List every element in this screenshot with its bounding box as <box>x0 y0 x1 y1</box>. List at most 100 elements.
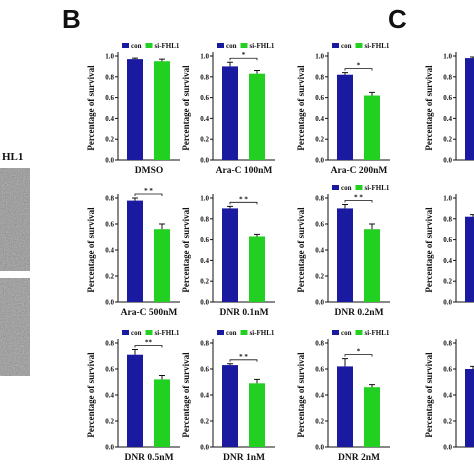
chart: 0.0 0.2 0.4 0.6 0.8 1.0 Percentage of survival… <box>181 42 275 176</box>
y-axis-label: Percentage of survival <box>86 65 96 151</box>
legend-swatch <box>355 185 363 190</box>
error-bar <box>369 91 375 96</box>
error-bar <box>159 223 165 230</box>
legend-label: si-FHL1 <box>155 329 180 337</box>
chart: 0.0 0.2 0.4 0.6 0.8 1.0 Percentage of survival… <box>424 52 474 165</box>
error-bar <box>132 349 138 355</box>
y-tick-label: 0.2 <box>315 273 324 281</box>
bar <box>337 366 353 447</box>
bar <box>222 365 238 447</box>
y-tick-label: 0.8 <box>105 195 114 203</box>
y-tick-label: 0.0 <box>105 299 114 307</box>
legend-label: si-FHL1 <box>250 329 275 337</box>
error-bar <box>342 358 348 367</box>
legend-label: con <box>341 329 352 337</box>
y-axis-label: Percentage of survival <box>181 352 191 438</box>
y-tick-label: 0.6 <box>200 366 209 374</box>
y-axis-label: Percentage of survival <box>296 352 306 438</box>
error-bar <box>132 197 138 201</box>
y-tick-label: 0.6 <box>200 94 209 102</box>
y-axis-label: Percentage of survival <box>296 207 306 293</box>
y-tick-label: 0.8 <box>315 73 324 81</box>
legend-swatch <box>355 43 363 48</box>
legend-label: si-FHL1 <box>155 42 180 50</box>
chart-title: DNR 0.5nM <box>124 453 173 463</box>
y-tick-label: 0.8 <box>315 340 324 348</box>
legend-swatch <box>217 330 224 335</box>
chart-title: Ara-C 100nM <box>216 166 273 176</box>
legend-swatch <box>122 43 129 48</box>
y-tick-label: 0.0 <box>443 444 452 452</box>
chart-title: DNR 0.1nM <box>219 308 268 318</box>
bar <box>127 354 143 447</box>
y-tick-label: 0.6 <box>315 94 324 102</box>
significance-bracket <box>229 57 258 61</box>
chart: 0.0 0.2 0.4 0.6 0.8 1.0 Percentage of survival… <box>424 194 474 307</box>
y-tick-label: 0.4 <box>105 115 114 123</box>
bar <box>364 229 380 302</box>
chart: 0.0 0.2 0.4 0.6 0.8 Percentage of survival DNR… <box>296 184 390 318</box>
y-tick-label: 0.0 <box>315 157 324 165</box>
y-tick-label: 0.4 <box>315 115 324 123</box>
y-tick-label: 0.6 <box>200 236 209 244</box>
y-tick-label: 1.0 <box>315 53 324 61</box>
chart-title: DNR 0.2nM <box>334 308 383 318</box>
bar <box>249 236 265 302</box>
bar <box>127 200 143 302</box>
legend-label: con <box>131 329 142 337</box>
chart: 0.0 0.2 0.4 0.6 0.8 1.0 Percentage of survival… <box>86 42 180 176</box>
y-tick-label: 0.6 <box>315 366 324 374</box>
significance-label: * <box>357 62 361 70</box>
y-tick-label: 0.6 <box>105 94 114 102</box>
bar <box>465 369 474 447</box>
error-bar <box>470 56 474 59</box>
y-tick-label: 0.4 <box>443 257 452 265</box>
y-tick-label: 0.6 <box>443 236 452 244</box>
significance-bracket <box>229 359 258 362</box>
y-tick-label: 0.0 <box>200 299 209 307</box>
y-tick-label: 0.8 <box>443 215 452 223</box>
y-tick-label: 0.2 <box>105 136 114 144</box>
error-bar <box>227 205 233 209</box>
legend-label: si-FHL1 <box>365 329 390 337</box>
y-tick-label: 0.0 <box>200 444 209 452</box>
significance-bracket <box>134 345 163 348</box>
chart: 0.0 0.2 0.4 0.6 0.8 Percentage of survival Ara… <box>86 187 180 318</box>
y-tick-label: 0.2 <box>200 136 209 144</box>
y-tick-label: 0.4 <box>105 392 114 400</box>
significance-label: * <box>242 51 246 59</box>
error-bar <box>369 384 375 388</box>
y-tick-label: 0.0 <box>105 444 114 452</box>
legend-label: con <box>131 42 142 50</box>
chart-title: DNR 2nM <box>338 453 380 463</box>
y-tick-label: 0.0 <box>443 157 452 165</box>
legend-label: si-FHL1 <box>365 184 390 192</box>
y-axis-label: Percentage of survival <box>181 207 191 293</box>
y-axis-label: Percentage of survival <box>86 352 96 438</box>
legend-label: si-FHL1 <box>365 42 390 50</box>
y-tick-label: 0.8 <box>200 215 209 223</box>
significance-label: * * <box>239 195 248 203</box>
y-tick-label: 0.4 <box>200 392 209 400</box>
chart-title: Ara-C 500nM <box>121 308 178 318</box>
y-tick-label: 0.6 <box>443 366 452 374</box>
error-bar <box>227 363 233 366</box>
y-tick-label: 0.4 <box>443 392 452 400</box>
y-tick-label: 0.8 <box>200 73 209 81</box>
y-tick-label: 0.8 <box>200 340 209 348</box>
y-tick-label: 1.0 <box>200 195 209 203</box>
panel-label: B <box>62 4 81 34</box>
legend-swatch <box>122 330 129 335</box>
y-tick-label: 0.0 <box>200 157 209 165</box>
error-bar <box>342 72 348 75</box>
chart: 0.0 0.2 0.4 0.6 0.8 Percentage of survival <box>424 339 474 452</box>
significance-bracket <box>344 68 373 71</box>
y-tick-label: 0.0 <box>105 157 114 165</box>
error-bar <box>254 233 260 237</box>
chart: 0.0 0.2 0.4 0.6 0.8 Percentage of survival DNR… <box>181 329 275 463</box>
chart-title: Ara-C 200nM <box>331 166 388 176</box>
y-axis-label: Percentage of survival <box>424 65 434 151</box>
y-tick-label: 0.2 <box>105 418 114 426</box>
y-tick-label: 0.8 <box>443 73 452 81</box>
